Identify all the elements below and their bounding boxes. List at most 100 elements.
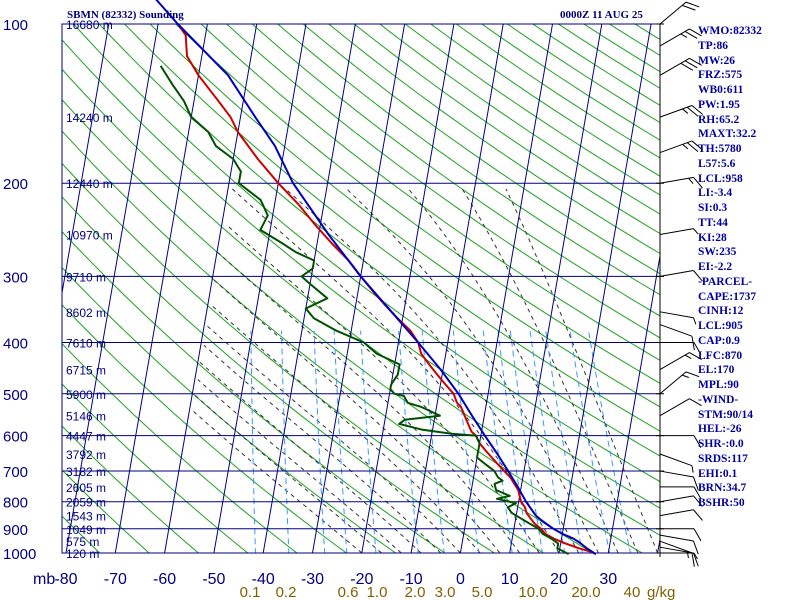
wind-barb [660, 486, 702, 500]
dry-adiabat [62, 162, 545, 553]
height-label: 3182 m [66, 465, 106, 479]
wind-barb-half-flag [688, 177, 694, 184]
wind-barb-staff [659, 228, 694, 236]
dry-adiabat [200, 24, 660, 361]
moist-adiabat [461, 188, 639, 553]
mixing-ratio-tick: 0.1 [240, 584, 261, 600]
wind-barb-flag [693, 476, 699, 491]
moist-adiabat [217, 251, 520, 553]
height-label: 7610 m [66, 336, 106, 350]
moist-adiabat [203, 344, 442, 553]
height-label: 10970 m [66, 229, 113, 243]
dry-adiabat [353, 24, 660, 235]
moist-adiabat [346, 188, 599, 553]
wind-barb-half-flag [680, 33, 688, 38]
pressure-axis-unit: mb [33, 571, 55, 588]
wind-barb-staff [659, 495, 694, 503]
wind-barb-flag [691, 140, 703, 151]
temperature-tick: 10 [501, 571, 519, 588]
mixing-ratio-line [250, 330, 256, 553]
stat-line: RH:65.2 [698, 113, 740, 126]
stat-line: HEL:-26 [698, 423, 742, 436]
stat-line: SW:235 [698, 246, 737, 259]
mixing-ratio-unit: g/kg [647, 584, 675, 600]
wind-barb-staff [659, 470, 694, 478]
isotherm [262, 24, 356, 553]
height-label: 12440 m [66, 177, 113, 191]
moist-adiabat [226, 224, 540, 553]
wind-barb-staff [659, 176, 694, 184]
height-label: 3792 m [66, 448, 106, 462]
isotherm [62, 24, 110, 296]
wind-barb-flag [680, 62, 694, 71]
station-title: SBMN (82332) Sounding [67, 9, 184, 21]
height-label: 16680 m [66, 18, 113, 32]
stat-line: MW:26 [698, 54, 736, 67]
isotherm [558, 24, 652, 553]
wind-barb [659, 495, 703, 507]
stat-line: EI:-2.2 [698, 261, 733, 273]
wind-barb-staff [659, 398, 690, 417]
dry-adiabat [251, 24, 660, 317]
plot-frame [61, 23, 661, 554]
temperature-tick: -30 [301, 571, 324, 588]
wind-barb-flag [693, 509, 703, 521]
dry-adiabat [327, 24, 660, 255]
dry-adiabat [404, 24, 660, 196]
wind-barb [659, 176, 703, 189]
wind-barb [659, 140, 703, 154]
wind-barb-flag [689, 352, 702, 360]
wind-barb-staff [659, 324, 693, 337]
moist-adiabat [505, 188, 659, 553]
wind-barb-half-flag [682, 143, 689, 150]
isotherm [114, 24, 208, 553]
pressure-label: 600 [3, 429, 28, 446]
wind-barb-flag [689, 57, 702, 66]
mixing-ratio-line [421, 330, 445, 553]
wind-barb-flag [691, 105, 703, 115]
temperature-tick: 30 [599, 571, 617, 588]
height-label: 9710 m [66, 270, 106, 284]
height-label: 5900 m [66, 388, 106, 402]
pressure-label: 800 [3, 495, 28, 512]
chart-grid [61, 23, 661, 554]
isotherm [65, 24, 159, 553]
mixing-ratio-tick: 1.0 [367, 584, 388, 600]
height-label: 14240 m [66, 111, 113, 125]
moist-adiabat [213, 279, 501, 553]
temperature-tick: 20 [550, 571, 568, 588]
stat-line: EHI:0.1 [698, 467, 738, 480]
wind-barb-flag [684, 60, 698, 69]
dewpoint-line [159, 65, 570, 555]
isotherm [164, 24, 258, 553]
stat-line: LCL:958 [698, 172, 743, 185]
pressure-label: 500 [3, 387, 28, 404]
wind-barb-staff [659, 546, 694, 554]
wind-barb-flag [691, 336, 695, 351]
wind-barb-staff [659, 534, 694, 542]
height-label: 4447 m [66, 430, 106, 444]
wind-barb-half-flag [686, 551, 689, 559]
stat-line: CINH:12 [698, 305, 744, 318]
wind-barb [659, 324, 695, 351]
height-label: 120 m [66, 547, 99, 561]
wind-barb-staff [659, 352, 690, 370]
wind-barb-flag [684, 30, 698, 39]
dry-adiabat [481, 24, 660, 141]
stat-line: WB0:611 [698, 84, 744, 96]
wind-barb [659, 57, 702, 76]
dry-adiabat [378, 24, 660, 215]
wind-barb-staff [659, 105, 693, 118]
wind-barb-flag [682, 4, 696, 11]
stat-line: SHR-:0.0 [698, 438, 744, 450]
stat-line: KI:28 [698, 231, 727, 244]
wind-barb-flag [693, 528, 702, 542]
temperature-tick: -80 [54, 571, 77, 588]
mixing-ratio-tick: 0.6 [338, 584, 359, 600]
wind-barb [659, 1, 700, 25]
wind-barb-half-flag [684, 354, 692, 359]
moist-adiabat [408, 188, 619, 553]
wind-barb [659, 228, 699, 236]
pressure-label: 400 [3, 335, 28, 352]
